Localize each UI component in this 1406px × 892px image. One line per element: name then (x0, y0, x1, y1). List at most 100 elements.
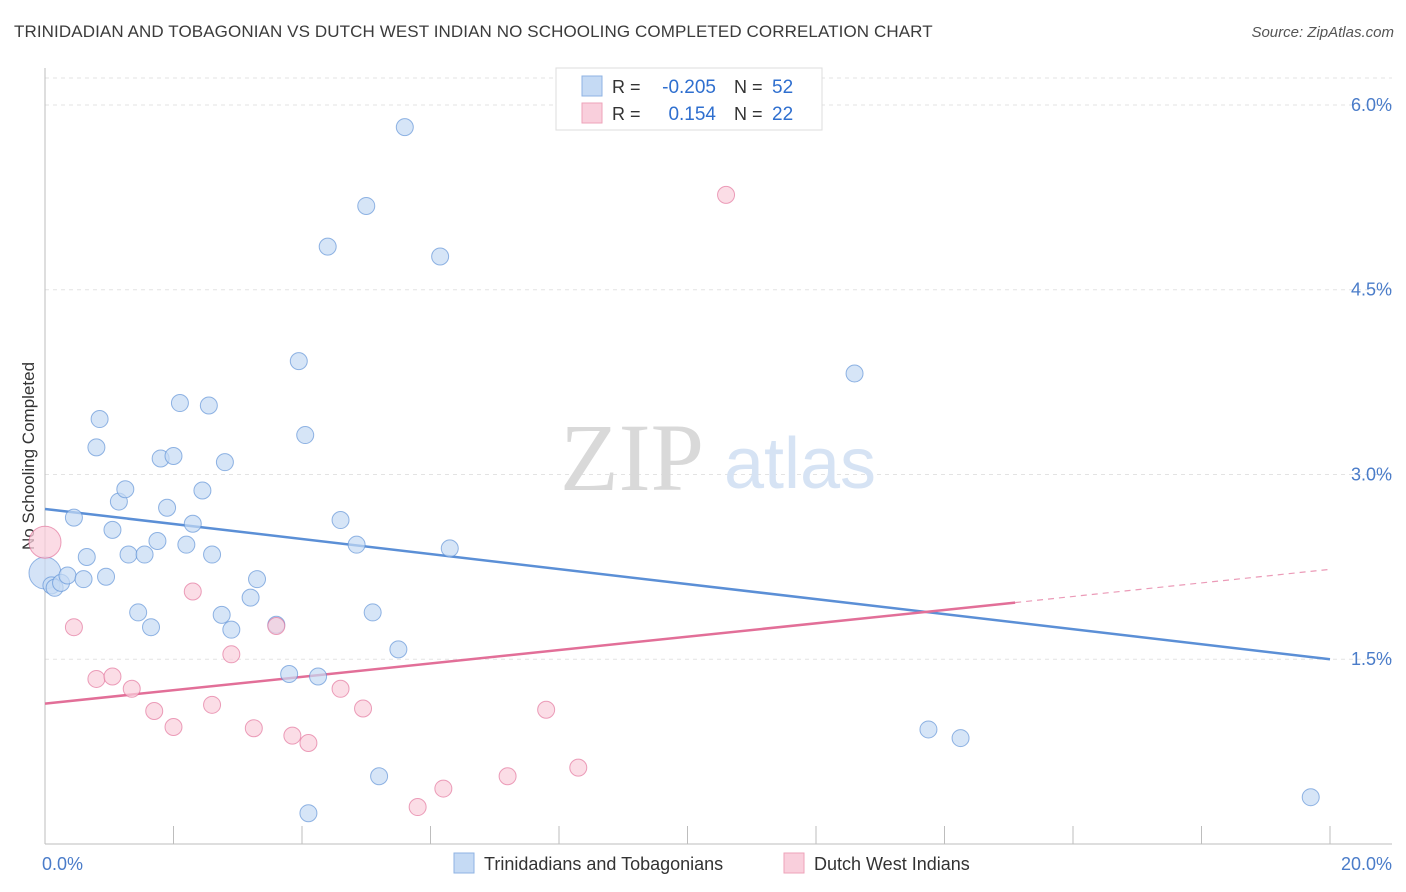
point-series-1-19 (537, 700, 556, 719)
point-series-0-30 (222, 620, 241, 639)
watermark-zip: ZIP (560, 404, 704, 511)
point-series-1-13 (299, 733, 318, 752)
point-series-0-13 (116, 480, 135, 499)
point-series-0-21 (164, 447, 183, 465)
point-series-0-38 (309, 667, 328, 686)
y-tick-label-2: 4.5% (1351, 280, 1392, 300)
point-series-0-9 (90, 410, 109, 429)
trend-line-series-1 (44, 601, 1016, 705)
legend-swatch-pink (581, 102, 603, 124)
point-series-1-10 (244, 719, 263, 738)
point-series-0-26 (199, 396, 218, 415)
legend-n-label-2: N = (734, 104, 763, 124)
legend-swatch-blue (581, 75, 603, 97)
y-tick-label-1: 3.0% (1351, 464, 1392, 484)
point-series-1-20 (569, 758, 588, 777)
trend-extension-series-1 (1015, 568, 1331, 604)
chart-title: TRINIDADIAN AND TOBAGONIAN VS DUTCH WEST… (14, 22, 933, 41)
x-tick-label-max: 20.0% (1341, 854, 1392, 874)
point-series-0-34 (280, 665, 299, 684)
point-series-0-24 (183, 514, 202, 533)
x-tick-label-min: 0.0% (42, 854, 83, 874)
point-series-1-5 (145, 701, 164, 720)
point-series-0-37 (299, 804, 318, 823)
point-series-0-36 (296, 426, 315, 445)
legend-r-label-2: R = (612, 104, 641, 124)
point-series-0-35 (289, 352, 308, 371)
point-series-1-17 (434, 779, 453, 798)
legend-n-value-2: 22 (772, 104, 793, 125)
stats-legend: R = -0.205 N = 52 R = 0.154 N = 22 (555, 67, 823, 131)
legend-n-label-1: N = (734, 77, 763, 97)
point-series-0-11 (103, 520, 122, 539)
point-series-0-31 (241, 588, 260, 607)
point-series-0-10 (97, 567, 116, 586)
point-series-1-3 (103, 667, 122, 686)
point-series-0-6 (74, 570, 93, 589)
point-series-1-16 (408, 798, 427, 817)
point-series-1-2 (87, 669, 106, 688)
point-series-0-23 (177, 535, 196, 554)
point-series-0-7 (77, 548, 96, 567)
point-series-0-4 (58, 566, 77, 585)
point-series-0-18 (148, 531, 167, 550)
point-series-1-12 (283, 726, 302, 745)
y-tick-label-0: 1.5% (1351, 649, 1392, 669)
point-series-0-42 (357, 196, 376, 215)
y-axis-title: No Schooling Completed (19, 362, 38, 550)
point-series-0-46 (395, 118, 414, 137)
point-series-1-8 (203, 695, 222, 714)
legend-n-value-1: 52 (772, 77, 793, 98)
point-series-1-1 (64, 618, 83, 637)
point-series-1-6 (164, 717, 183, 736)
point-series-1-15 (354, 699, 373, 718)
source-credit: Source: ZipAtlas.com (1251, 24, 1394, 41)
y-tick-label-3: 6.0% (1351, 95, 1392, 115)
point-series-0-49 (845, 364, 864, 383)
legend-r-label-1: R = (612, 77, 641, 97)
point-series-0-8 (87, 438, 106, 457)
trend-lines (44, 507, 1331, 705)
series-legend-label-2: Dutch West Indians (814, 854, 970, 874)
point-series-0-39 (318, 237, 337, 256)
point-series-0-51 (951, 729, 970, 748)
point-series-1-21 (717, 185, 736, 204)
point-series-1-7 (183, 582, 202, 601)
watermark-atlas: atlas (724, 424, 876, 504)
y-tick-labels: 1.5% 3.0% 4.5% 6.0% (1351, 95, 1392, 669)
point-series-1-4 (122, 679, 141, 698)
point-series-1-18 (498, 767, 517, 786)
point-series-0-44 (370, 767, 389, 786)
point-series-0-5 (64, 508, 83, 527)
point-series-0-16 (135, 545, 154, 564)
series-legend-label-1: Trinidadians and Tobagonians (484, 854, 723, 874)
point-series-0-52 (1301, 788, 1320, 807)
legend-r-value-1: -0.205 (662, 77, 716, 98)
point-series-1-14 (331, 679, 350, 698)
point-series-0-20 (158, 498, 177, 517)
point-series-0-41 (347, 535, 366, 554)
point-series-0-40 (331, 511, 350, 530)
point-series-0-29 (215, 453, 234, 472)
point-series-1-9 (222, 645, 241, 664)
point-series-0-28 (212, 605, 231, 624)
point-series-0-47 (431, 247, 450, 266)
point-series-0-27 (203, 545, 222, 564)
watermark: ZIP atlas (560, 404, 876, 511)
data-points (28, 118, 1320, 823)
point-series-0-48 (440, 539, 459, 558)
point-series-0-15 (129, 603, 148, 622)
legend-r-value-2: 0.154 (668, 104, 716, 125)
point-series-1-11 (267, 616, 286, 635)
point-series-0-25 (193, 481, 212, 500)
point-series-0-14 (119, 545, 138, 564)
point-series-0-45 (389, 640, 408, 659)
point-series-0-43 (363, 603, 382, 622)
series-legend: Trinidadians and Tobagonians Dutch West … (453, 852, 970, 874)
point-series-0-50 (919, 720, 938, 739)
gridlines (45, 77, 1392, 660)
series-legend-swatch-blue (453, 852, 475, 874)
point-series-0-17 (142, 618, 161, 637)
point-series-0-22 (170, 394, 189, 413)
